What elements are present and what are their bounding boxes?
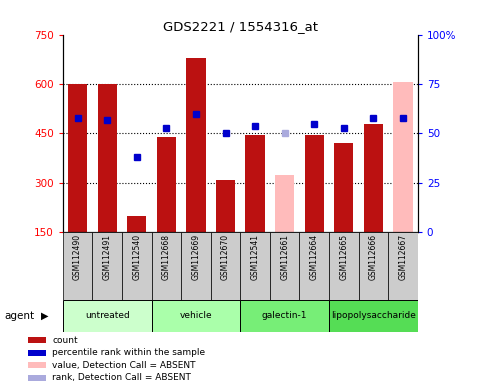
Bar xyxy=(156,137,176,232)
Bar xyxy=(98,84,117,232)
Text: vehicle: vehicle xyxy=(180,311,212,320)
Text: GSM112667: GSM112667 xyxy=(398,234,408,280)
Bar xyxy=(92,232,122,300)
Bar xyxy=(275,175,294,232)
Bar xyxy=(270,232,299,300)
Text: GSM112669: GSM112669 xyxy=(191,234,200,280)
Text: rank, Detection Call = ABSENT: rank, Detection Call = ABSENT xyxy=(53,373,191,382)
Bar xyxy=(68,84,87,232)
Bar xyxy=(364,124,383,232)
Bar xyxy=(211,232,241,300)
Bar xyxy=(216,180,235,232)
Text: GSM112668: GSM112668 xyxy=(162,234,171,280)
Bar xyxy=(358,232,388,300)
Bar xyxy=(63,300,152,332)
Bar xyxy=(329,300,418,332)
Bar xyxy=(305,135,324,232)
Bar xyxy=(241,300,329,332)
Text: ▶: ▶ xyxy=(41,311,49,321)
Bar xyxy=(388,232,418,300)
Text: percentile rank within the sample: percentile rank within the sample xyxy=(53,348,206,357)
Bar xyxy=(122,232,152,300)
Bar xyxy=(28,362,46,368)
Text: count: count xyxy=(53,336,78,345)
Text: GSM112541: GSM112541 xyxy=(251,234,259,280)
Text: GSM112540: GSM112540 xyxy=(132,234,141,280)
Bar xyxy=(186,58,206,232)
Bar xyxy=(152,300,241,332)
Bar xyxy=(393,82,412,232)
Bar xyxy=(28,337,46,343)
Text: GSM112661: GSM112661 xyxy=(280,234,289,280)
Bar xyxy=(334,143,354,232)
Text: GSM112490: GSM112490 xyxy=(73,234,82,280)
Text: GSM112664: GSM112664 xyxy=(310,234,319,280)
Bar xyxy=(299,232,329,300)
Text: GSM112491: GSM112491 xyxy=(103,234,112,280)
Bar xyxy=(245,135,265,232)
Bar xyxy=(241,232,270,300)
Text: galectin-1: galectin-1 xyxy=(262,311,307,320)
Bar xyxy=(181,232,211,300)
Bar xyxy=(329,232,358,300)
Text: lipopolysaccharide: lipopolysaccharide xyxy=(331,311,416,320)
Bar xyxy=(127,216,146,232)
Bar xyxy=(152,232,181,300)
Title: GDS2221 / 1554316_at: GDS2221 / 1554316_at xyxy=(163,20,318,33)
Bar xyxy=(63,232,92,300)
Text: untreated: untreated xyxy=(85,311,129,320)
Text: GSM112666: GSM112666 xyxy=(369,234,378,280)
Bar xyxy=(28,350,46,356)
Text: value, Detection Call = ABSENT: value, Detection Call = ABSENT xyxy=(53,361,196,370)
Text: agent: agent xyxy=(5,311,35,321)
Bar xyxy=(28,375,46,381)
Text: GSM112665: GSM112665 xyxy=(340,234,348,280)
Text: GSM112670: GSM112670 xyxy=(221,234,230,280)
